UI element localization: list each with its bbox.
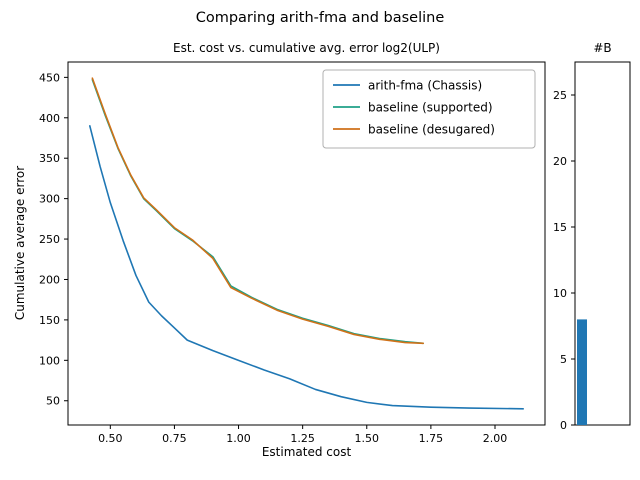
bar [577, 319, 587, 425]
legend-label: arith-fma (Chassis) [368, 79, 482, 93]
y-tick-label: 450 [39, 71, 60, 84]
legend-label: baseline (desugared) [368, 123, 495, 137]
x-tick-label: 1.25 [290, 432, 315, 445]
y-tick-label: 400 [39, 112, 60, 125]
y-tick-label: 200 [39, 273, 60, 286]
bar-y-axis: 0 5 10 15 20 25 [553, 89, 575, 432]
main-axes-frame [67, 61, 546, 426]
bar-y-tick-label: 25 [553, 89, 567, 102]
legend-label: baseline (supported) [368, 101, 493, 115]
y-tick-label: 350 [39, 152, 60, 165]
bar-chart-title: #B [593, 41, 612, 55]
bar-y-tick-label: 20 [553, 155, 567, 168]
x-axis-label: Estimated cost [261, 445, 352, 459]
bar-axes-frame [574, 61, 631, 426]
bar-y-tick-label: 10 [553, 287, 567, 300]
bar-y-tick-label: 15 [553, 221, 567, 234]
x-tick-label: 1.50 [355, 432, 380, 445]
y-tick-label: 50 [46, 395, 60, 408]
x-tick-label: 0.50 [98, 432, 123, 445]
figure-suptitle: Comparing arith-fma and baseline [195, 10, 445, 26]
x-tick-label: 1.00 [226, 432, 251, 445]
y-axis: 50 100 150 200 250 300 350 400 450 [39, 71, 68, 408]
series-line-arith-fma-chassis- [89, 125, 525, 410]
bar-axes: 0 5 10 15 20 25 [553, 61, 631, 432]
x-tick-label: 2.00 [483, 432, 508, 445]
x-axis: 0.50 0.75 1.00 1.25 1.50 1.75 2.00 [98, 425, 507, 445]
y-tick-label: 100 [39, 354, 60, 367]
main-chart-title: Est. cost vs. cumulative avg. error log2… [173, 41, 440, 55]
y-tick-label: 300 [39, 193, 60, 206]
bar-y-tick-label: 0 [560, 419, 567, 432]
main-axes: 0.50 0.75 1.00 1.25 1.50 1.75 2.00 50 100 150 200 2… [39, 61, 546, 445]
x-tick-label: 1.75 [419, 432, 444, 445]
bar-y-tick-label: 5 [560, 353, 567, 366]
legend-box [322, 69, 536, 149]
series-line-baseline-desugared- [91, 77, 424, 345]
y-tick-label: 150 [39, 314, 60, 327]
y-tick-label: 250 [39, 233, 60, 246]
x-tick-label: 0.75 [162, 432, 187, 445]
legend: arith-fma (Chassis) baseline (supported) b… [322, 69, 536, 149]
